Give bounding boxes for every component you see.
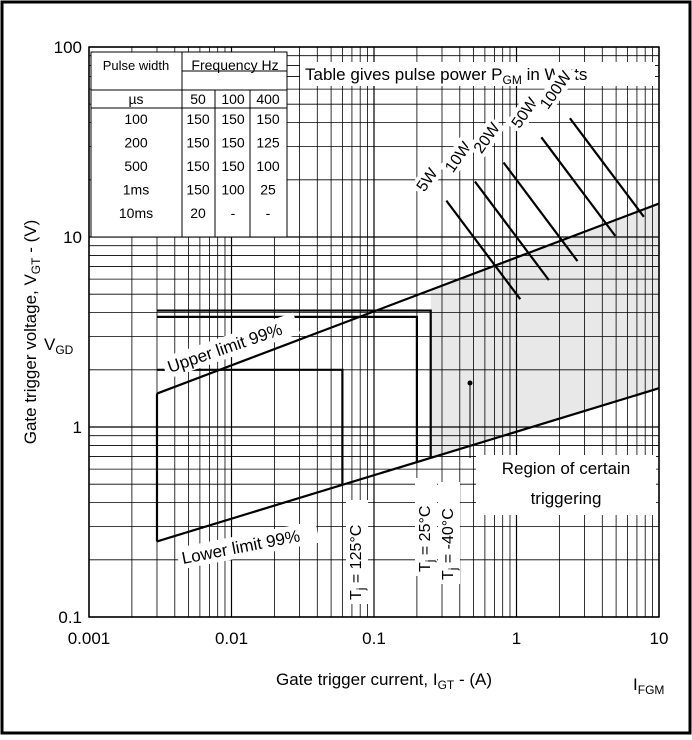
y-tick-label: 0.1 [58, 608, 82, 627]
lower-limit-line [156, 387, 659, 543]
table-cell: 150 [186, 182, 210, 198]
table-cell: 125 [256, 135, 280, 151]
tj-40-label-group: Tj = -40°C [438, 482, 460, 584]
label-background [415, 478, 437, 576]
label-background [346, 500, 368, 604]
table-cell: 150 [221, 111, 245, 127]
region-label-line-1: Region of certain [502, 459, 631, 478]
table-rows: 100 150 150 150 200 150 150 125 500 150 150 100 1ms 1… [119, 111, 280, 221]
label-background [160, 312, 301, 380]
table-header-unit: µs [128, 91, 143, 107]
region-label-background [476, 455, 656, 515]
region-label-line-2: triggering [531, 489, 602, 508]
label-background [175, 520, 320, 570]
table-cell: 100 [256, 158, 280, 174]
power-line-5W [445, 199, 522, 300]
tj-125-label-group: Tj = 125°C [346, 500, 368, 604]
power-line-10W [474, 180, 550, 281]
temperature-box-0 [156, 368, 344, 485]
tj-40-label: Tj = -40°C [440, 508, 460, 580]
x-tick-label: 0.1 [362, 629, 386, 648]
table-header-50hz: 50 [190, 91, 206, 107]
power-line-20W [502, 161, 579, 262]
y-tick-label: 1 [73, 418, 82, 437]
tj-25-label: Tj = 25°C [417, 506, 437, 572]
y-tick-label: 10 [63, 228, 82, 247]
table-cell: 150 [256, 111, 280, 127]
table-cell: 200 [124, 135, 148, 151]
table-header-frequency: Frequency Hz [191, 57, 278, 73]
table-header-pulse-width: Pulse width [103, 58, 169, 73]
vgd-label: VGD [44, 335, 74, 357]
table-background [90, 51, 288, 238]
table-cell: - [266, 205, 271, 221]
upper-limit-line [156, 202, 659, 395]
table-header-400hz: 400 [256, 91, 280, 107]
label-background [410, 163, 442, 198]
table-cell: 10ms [119, 205, 153, 221]
plot-area-border [88, 46, 660, 618]
table-cell: 100 [221, 182, 245, 198]
y-axis-label: Gate trigger voltage, VGT - (V) [21, 220, 43, 445]
label-background [533, 63, 579, 115]
label-background [505, 91, 544, 135]
y-tick-label: 100 [54, 38, 82, 57]
table-title-background [300, 62, 655, 86]
table-cell: 150 [186, 111, 210, 127]
table-cell: - [231, 205, 236, 221]
x-axis-label: Gate trigger current, IGT - (A) [276, 670, 492, 692]
table-cell: 1ms [123, 182, 149, 198]
x-tick-label: 1 [512, 629, 521, 648]
chart-marks [155, 117, 659, 543]
table-cell: 150 [186, 135, 210, 151]
table-title: Table gives pulse power PGM in Watts [305, 65, 587, 87]
tick-labels: 0.001 0.01 0.1 1 10 0.1 1 10 100 [54, 38, 669, 648]
power-line-100W [569, 117, 645, 218]
label-background [467, 116, 506, 160]
tj-25-label-group: Tj = 25°C [415, 478, 437, 576]
table-header-100hz: 100 [221, 91, 245, 107]
table-cell: 150 [221, 158, 245, 174]
label-background [438, 482, 460, 584]
power-line-50W [540, 136, 617, 237]
table-cell: 500 [124, 158, 148, 174]
pulse-power-table: Pulse width Frequency Hz µs 50 100 400 1… [90, 51, 288, 238]
table-cell: 25 [260, 182, 276, 198]
label-background [438, 135, 477, 179]
x-tick-label: 0.001 [68, 629, 111, 648]
table-cell: 150 [186, 158, 210, 174]
table-cell: 150 [221, 135, 245, 151]
x-tick-label: 0.01 [215, 629, 248, 648]
temperature-box-1 [156, 315, 418, 463]
region-pointer-dot [467, 380, 473, 386]
ifgm-label: IFGM [633, 675, 664, 697]
table-cell: 20 [190, 205, 206, 221]
table-cell: 100 [124, 111, 148, 127]
tj-125-label: Tj = 125°C [348, 525, 368, 600]
x-tick-label: 10 [650, 629, 669, 648]
temperature-box-2 [156, 309, 432, 458]
